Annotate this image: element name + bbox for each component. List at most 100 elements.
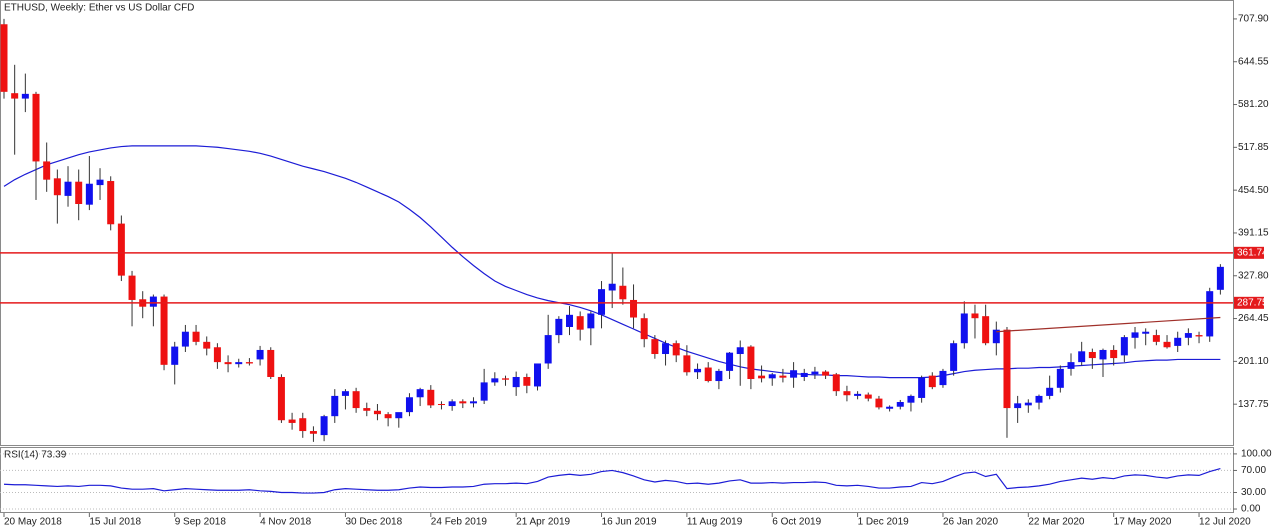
- candle-body: [886, 406, 894, 409]
- candle-body: [384, 414, 392, 419]
- candle-body: [1003, 329, 1011, 409]
- candle-body: [843, 391, 851, 396]
- candle-body: [694, 368, 702, 373]
- candle-body: [107, 181, 115, 225]
- candle-body: [651, 339, 659, 355]
- x-tick-label: 30 Dec 2018: [345, 517, 402, 528]
- y-tick-label: 100.00: [1241, 449, 1272, 460]
- candle-body: [288, 419, 296, 423]
- candle-body: [928, 375, 936, 388]
- moving-average: [3, 145, 1221, 379]
- candle-body: [640, 318, 648, 340]
- x-tick-label: 6 Oct 2019: [772, 517, 821, 528]
- candle-body: [64, 181, 72, 196]
- y-tick-label: 0.00: [1241, 504, 1261, 515]
- price-pane: [0, 0, 1234, 446]
- candle-body: [864, 394, 872, 399]
- candle-body: [128, 275, 136, 300]
- candle-body: [11, 93, 19, 99]
- candle-body: [683, 355, 691, 373]
- candle-body: [448, 401, 456, 407]
- candle-body: [875, 398, 883, 408]
- x-tick-label: 9 Sep 2018: [175, 517, 227, 528]
- candle-body: [1131, 332, 1139, 338]
- candle-body: [534, 363, 541, 387]
- candle-body: [469, 401, 477, 404]
- candle-body: [854, 393, 862, 396]
- candle-body: [662, 343, 670, 355]
- candle-body: [416, 389, 424, 398]
- x-tick-label: 24 Feb 2019: [431, 517, 488, 528]
- candle-body: [747, 346, 755, 380]
- candle-body: [608, 283, 616, 291]
- y-tick-label: 70.00: [1241, 465, 1266, 476]
- candle-body: [1056, 368, 1064, 388]
- candle-body: [256, 349, 264, 360]
- candle-body: [1078, 351, 1086, 363]
- candle-body: [53, 178, 61, 196]
- candle-body: [704, 367, 712, 382]
- candle-body: [1067, 362, 1075, 369]
- candle-body: [267, 349, 275, 377]
- candle-body: [758, 375, 766, 379]
- x-tick-label: 22 Mar 2020: [1028, 517, 1085, 528]
- candle-body: [1110, 349, 1118, 359]
- candle-body: [149, 296, 157, 307]
- candle-body: [96, 179, 104, 186]
- candle-body: [896, 401, 904, 407]
- x-tick-label: 11 Aug 2019: [687, 517, 743, 528]
- candle-body: [320, 416, 328, 436]
- candle-body: [1099, 349, 1107, 360]
- candle-body: [181, 331, 189, 347]
- candle-body: [619, 285, 627, 300]
- trend-line: [996, 316, 1221, 333]
- rsi-pane: [0, 447, 1234, 513]
- candle-body: [790, 370, 798, 378]
- candle-body: [971, 313, 979, 319]
- x-tick-label: 17 May 2020: [1114, 517, 1172, 528]
- x-tick-label: 20 May 2018: [4, 517, 62, 528]
- candle-body: [0, 24, 8, 92]
- candle-body: [544, 335, 552, 364]
- candle-body: [1014, 403, 1022, 409]
- candle-body: [85, 183, 93, 205]
- candle-body: [75, 181, 83, 205]
- candle-body: [832, 374, 840, 392]
- x-tick-label: 12 Jul 2020: [1199, 517, 1251, 528]
- candle-body: [1174, 337, 1182, 346]
- candle-body: [21, 93, 29, 99]
- x-tick-label: 21 Apr 2019: [516, 517, 570, 528]
- candle-body: [523, 376, 531, 386]
- candle-body: [512, 376, 520, 388]
- candle-body: [715, 370, 723, 382]
- candle-body: [555, 318, 563, 336]
- y-tick-label: 707.90: [1238, 14, 1269, 25]
- candle-body: [373, 410, 381, 415]
- x-tick-label: 15 Jul 2018: [89, 517, 141, 528]
- candle-body: [1216, 266, 1224, 290]
- candle-body: [939, 370, 947, 386]
- candle-body: [1142, 331, 1150, 334]
- candle-body: [43, 161, 51, 180]
- candle-body: [587, 313, 595, 329]
- x-tick-label: 26 Jan 2020: [943, 517, 998, 528]
- chart-title: ETHUSD, Weekly: Ether vs US Dollar CFD: [4, 3, 194, 14]
- candle-body: [576, 316, 584, 330]
- candle-body: [800, 372, 808, 377]
- candle-body: [1163, 341, 1171, 348]
- y-tick-label: 30.00: [1241, 487, 1266, 498]
- candle-body: [672, 343, 680, 356]
- candle-body: [299, 418, 307, 432]
- candle-body: [341, 391, 349, 396]
- candle-body: [363, 408, 371, 411]
- candle-body: [1088, 351, 1096, 359]
- candle-body: [480, 382, 488, 401]
- candle-body: [224, 362, 232, 365]
- candle-body: [427, 389, 435, 406]
- candle-body: [822, 371, 830, 376]
- candle-body: [779, 375, 787, 378]
- x-tick-label: 1 Dec 2019: [858, 517, 910, 528]
- candle-body: [203, 341, 211, 349]
